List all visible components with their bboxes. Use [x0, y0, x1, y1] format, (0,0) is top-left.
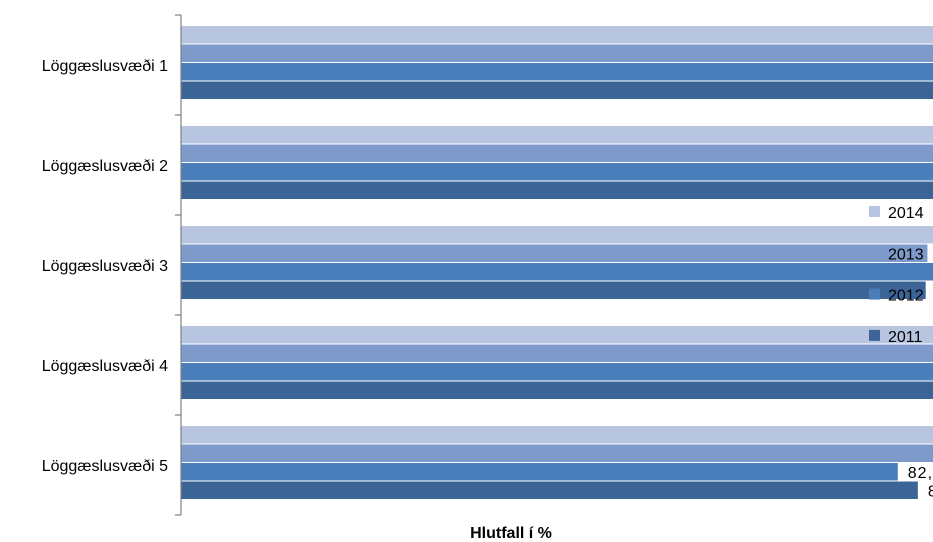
legend-label-2013: 2013	[888, 246, 924, 263]
bar-2011-group-4	[181, 381, 933, 399]
data-label-2011-group-5: 84,5	[928, 483, 933, 500]
legend: 2014 2013 2012 2011	[869, 205, 924, 346]
bar-2012-group-1	[181, 63, 933, 81]
bar-2014-group-4	[181, 326, 933, 344]
legend-label-2014: 2014	[888, 205, 924, 222]
category-label-4: Löggæslusvæði 4	[42, 358, 168, 375]
legend-label-2012: 2012	[888, 288, 924, 305]
bar-2011-group-3	[181, 281, 926, 299]
bar-2013-group-1	[181, 44, 933, 62]
bar-2012-group-2	[181, 163, 933, 181]
bar-2011-group-5	[181, 481, 918, 499]
bar-2013-group-4	[181, 344, 933, 362]
data-labels: 90,588,890,387,395,191,186,690,789,885,6…	[908, 465, 933, 501]
legend-swatch-2012	[869, 288, 880, 300]
bar-2014-group-5	[181, 426, 933, 444]
bar-2014-group-1	[181, 26, 933, 44]
x-axis-title: Hlutfall í %	[470, 525, 552, 542]
bar-2014-group-3	[181, 226, 933, 244]
category-label-2: Löggæslusvæði 2	[42, 158, 168, 175]
bar-2013-group-2	[181, 144, 933, 162]
legend-swatch-2011	[869, 329, 880, 341]
bar-2011-group-1	[181, 81, 933, 99]
legend-swatch-2014	[869, 206, 880, 217]
category-label-3: Löggæslusvæði 3	[42, 258, 168, 275]
bar-2012-group-3	[181, 263, 933, 281]
data-label-2012-group-5: 82,2	[908, 465, 933, 482]
bar-2012-group-5	[181, 463, 898, 481]
bar-2014-group-2	[181, 126, 933, 144]
bar-2013-group-5	[181, 444, 933, 462]
category-axis: Löggæslusvæði 1 Löggæslusvæði 2 Löggæslusv…	[42, 14, 182, 516]
legend-label-2011: 2011	[888, 329, 923, 346]
bar-2012-group-4	[181, 363, 933, 381]
bars-layer	[181, 26, 933, 499]
category-label-1: Löggæslusvæði 1	[42, 58, 168, 75]
legend-swatch-2013	[869, 247, 880, 259]
bar-2011-group-2	[181, 181, 933, 199]
category-label-5: Löggæslusvæði 5	[42, 458, 168, 475]
bar-2013-group-3	[181, 244, 928, 262]
